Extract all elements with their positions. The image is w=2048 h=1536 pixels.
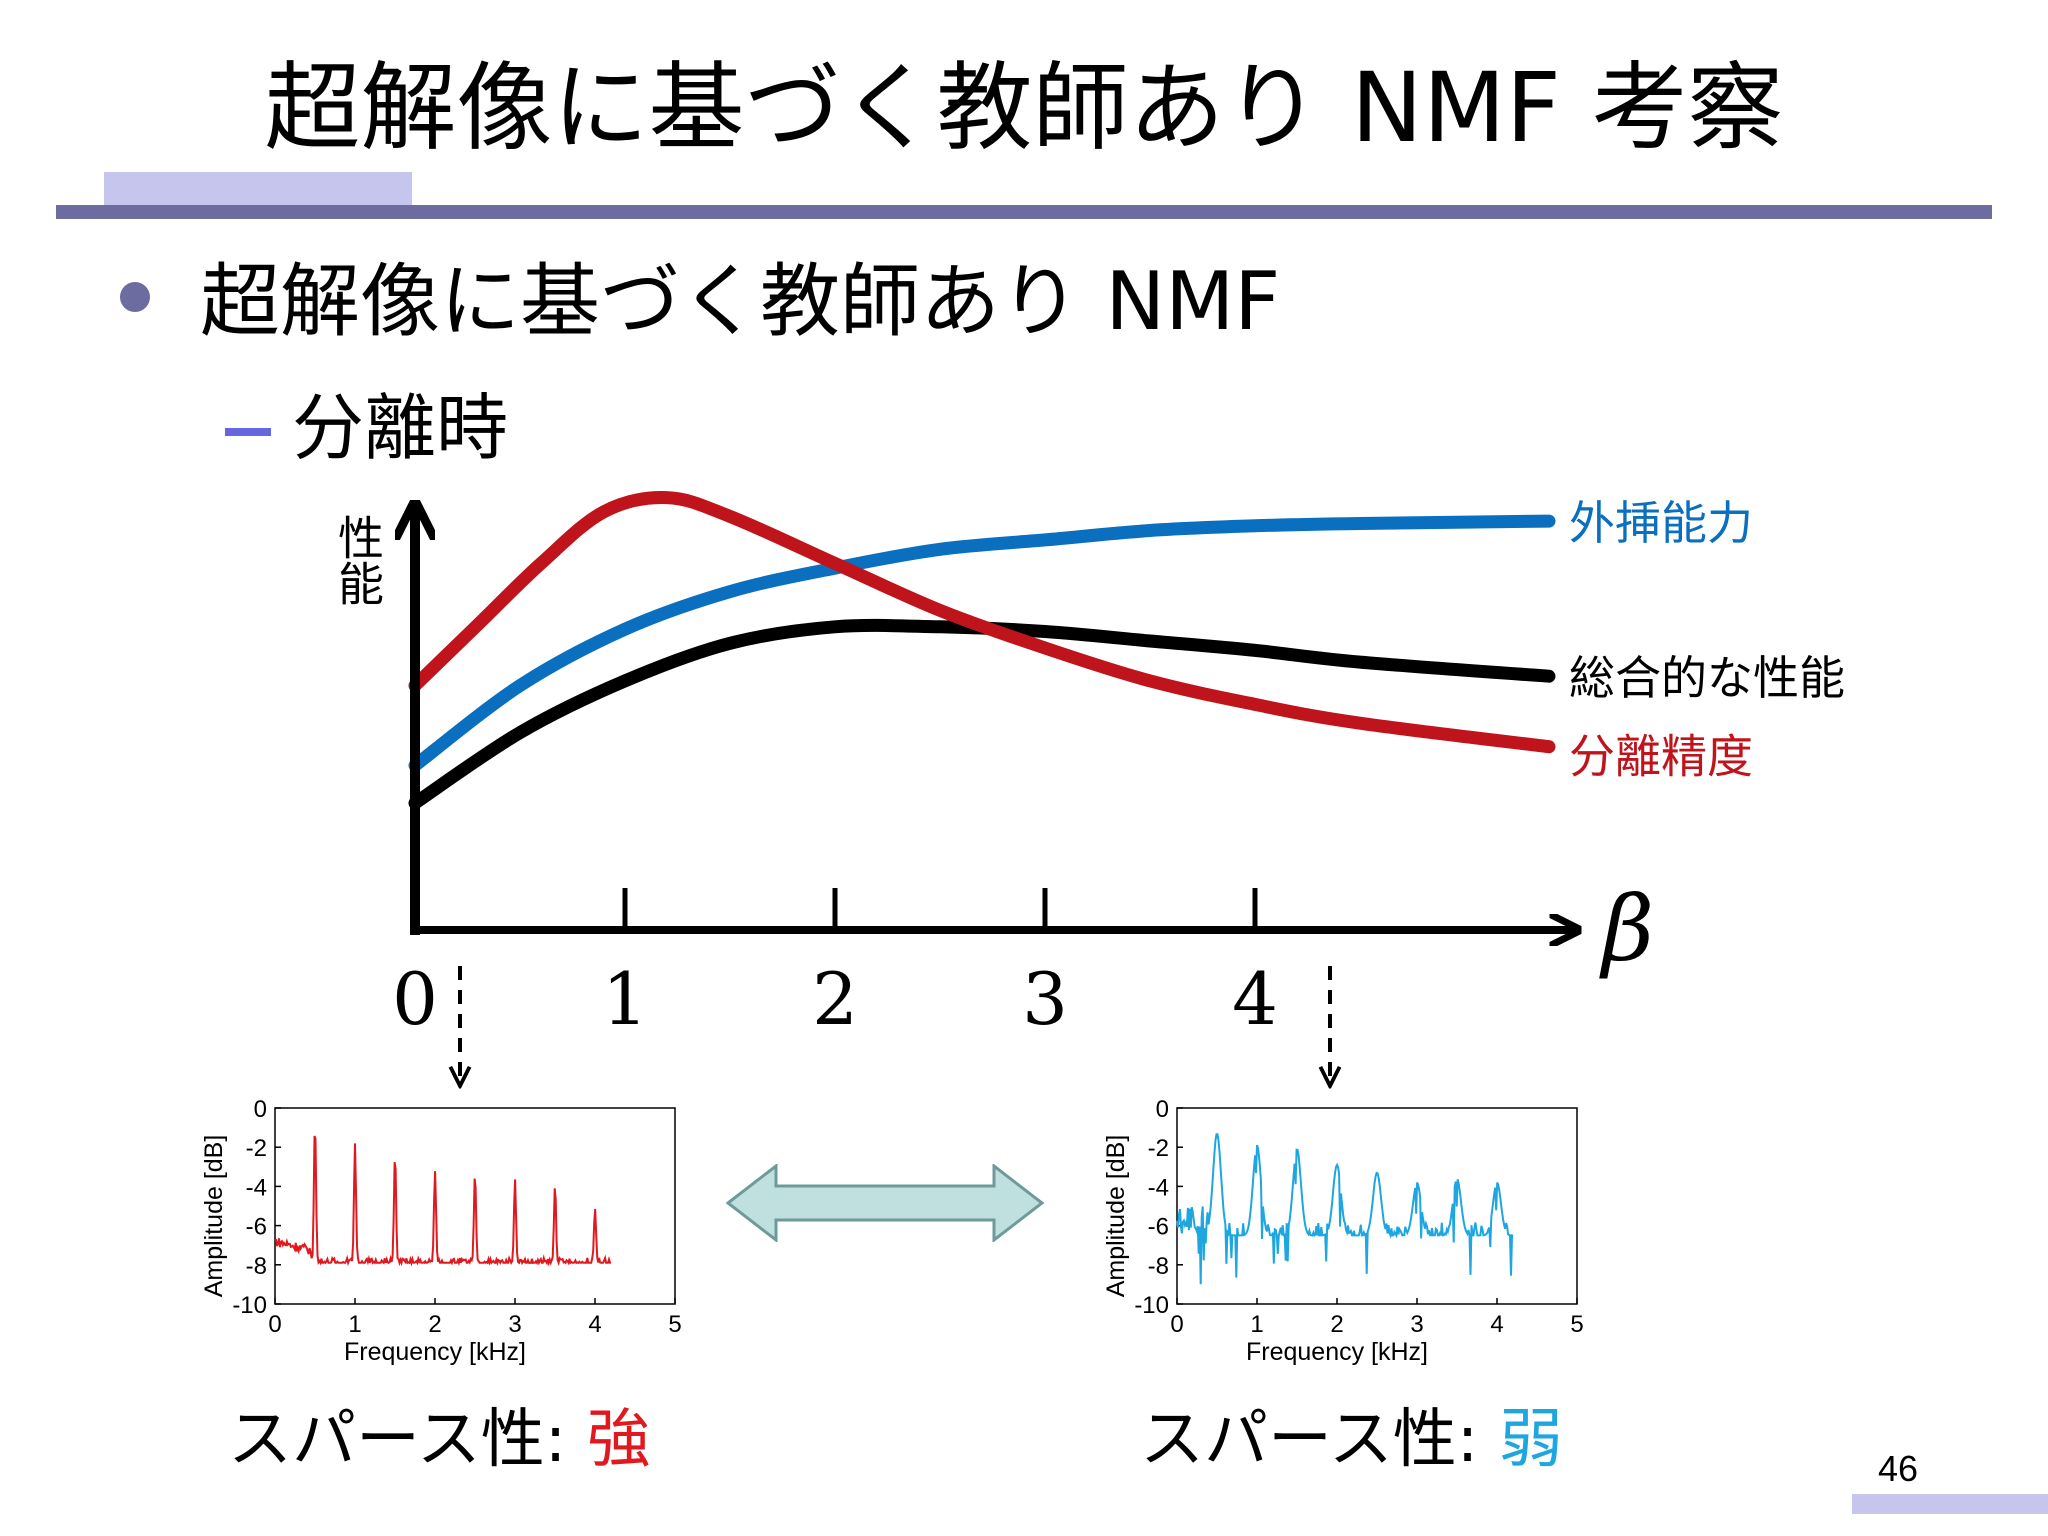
double-arrow-icon <box>726 1164 1044 1242</box>
series-line <box>408 491 1556 754</box>
title-accent-bar <box>104 172 412 206</box>
x-tick-label: 0 <box>1170 1311 1183 1338</box>
bullet-icon <box>120 282 150 312</box>
plot-frame <box>274 1107 676 1305</box>
y-tick-label: -8 <box>246 1253 267 1280</box>
x-tick-label: 4 <box>1490 1311 1503 1338</box>
x-tick-label: 1 <box>348 1311 361 1338</box>
y-tick-label: -8 <box>1148 1253 1169 1280</box>
x-axis-label: Frequency [kHz] <box>1246 1338 1428 1366</box>
y-axis-label: Amplitude [dB] <box>1102 1135 1130 1298</box>
sparsity-strong-label: スパース性: 強 <box>228 1400 651 1480</box>
x-tick-label: 4 <box>588 1311 601 1338</box>
y-tick-label: -2 <box>246 1135 267 1162</box>
x-tick-label: 3 <box>1022 957 1068 1041</box>
sparsity-prefix: スパース性: <box>228 1403 587 1477</box>
x-tick-label: 3 <box>508 1311 521 1338</box>
series-line <box>408 514 1556 772</box>
x-tick-label: 5 <box>668 1311 681 1338</box>
slide-title: 超解像に基づく教師あり NMF 考察 <box>264 52 1784 164</box>
spectrum-panel-strong: 0 -2 -4 -6 -8 -10 0 1 2 3 4 5 Frequency [kHz] Amplitu… <box>200 1050 700 1380</box>
y-axis-label: 性能 <box>331 514 385 606</box>
x-tick-label: 1 <box>602 957 648 1041</box>
spectrum-line <box>274 1135 611 1267</box>
y-tick-label: 0 <box>254 1096 267 1123</box>
y-tick-label: -10 <box>232 1292 267 1319</box>
x-tick-label: 3 <box>1410 1311 1423 1338</box>
y-tick-label: -6 <box>246 1214 267 1241</box>
x-axis-label: β <box>1599 877 1654 982</box>
y-tick-label: -2 <box>1148 1135 1169 1162</box>
sparsity-prefix: スパース性: <box>1140 1403 1499 1477</box>
series-line <box>408 618 1556 810</box>
x-tick-label: 4 <box>1232 957 1278 1041</box>
series-label: 外挿能力 <box>1569 496 1753 550</box>
sub-bullet-text: 分離時 <box>292 386 509 470</box>
spectrum-panel-weak: 0 -2 -4 -6 -8 -10 0 1 2 3 4 5 Frequency [kHz] Amplitu… <box>1102 1050 1602 1380</box>
y-axis-label: Amplitude [dB] <box>200 1135 228 1298</box>
footer-accent-bar <box>1852 1494 2048 1514</box>
x-axis-label: Frequency [kHz] <box>344 1338 526 1366</box>
y-tick-label: -10 <box>1134 1292 1169 1319</box>
bullet-text: 超解像に基づく教師あり NMF <box>200 255 1281 348</box>
x-tick-label: 1 <box>1250 1311 1263 1338</box>
dash-icon <box>225 428 271 436</box>
x-tick-label: 0 <box>268 1311 281 1338</box>
sparsity-weak-label: スパース性: 弱 <box>1140 1400 1563 1480</box>
y-tick-label: -6 <box>1148 1214 1169 1241</box>
x-tick-label: 2 <box>1330 1311 1343 1338</box>
x-tick-label: 0 <box>392 957 438 1041</box>
spectrum-line <box>1176 1133 1513 1285</box>
series-label: 分離精度 <box>1569 730 1753 784</box>
x-tick-label: 5 <box>1570 1311 1583 1338</box>
x-tick-label: 2 <box>428 1311 441 1338</box>
sparsity-strong-value: 強 <box>586 1403 651 1477</box>
series-label: 総合的な性能 <box>1569 651 1845 705</box>
y-tick-label: -4 <box>1148 1174 1169 1201</box>
y-tick-label: -4 <box>246 1174 267 1201</box>
y-tick-label: 0 <box>1156 1096 1169 1123</box>
sparsity-weak-value: 弱 <box>1498 1403 1563 1477</box>
page-number: 46 <box>1878 1448 1919 1489</box>
title-underline <box>56 205 1992 219</box>
x-tick-label: 2 <box>812 957 858 1041</box>
